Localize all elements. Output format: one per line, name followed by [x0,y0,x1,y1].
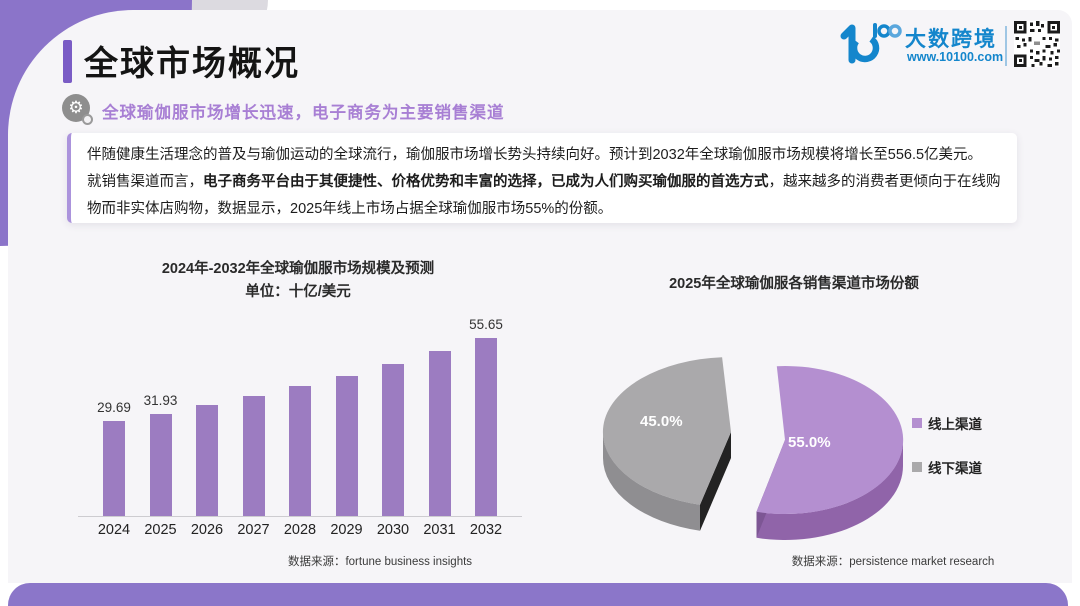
bar-chart-plot: 29.69 2024 31.93 2025 2026 2027 2028 2029 2030 20… [82,297,518,540]
brand-divider [1005,26,1007,66]
bar-year-label: 2028 [283,522,317,538]
bar [335,376,358,516]
bar [242,396,265,516]
bar-chart-title-line1: 2024年-2032年全球瑜伽服市场规模及预测 [161,261,435,277]
bar-value-label: 55.65 [469,317,503,332]
pie-chart-title: 2025年全球瑜伽服各销售渠道市场份额 [669,276,919,292]
pie-legend: 线上渠道 线下渠道 [912,413,982,501]
bar-column: 2027 [230,297,277,540]
bar-year-label: 2030 [376,522,410,538]
bar-chart-x-axis [78,516,522,517]
brand-name: 大数跨境 [905,28,997,51]
title-accent-bar [63,40,72,83]
gear-small-icon [82,114,93,125]
bar-column: 2026 [184,297,231,540]
bar-column: 29.69 2024 [91,297,138,540]
bar-year-label: 2024 [97,522,131,538]
bar-chart-title-line2: 单位：十亿/美元 [245,284,351,300]
intro-paragraph: 伴随健康生活理念的普及与瑜伽运动的全球流行，瑜伽服市场增长势头持续向好。预计到2… [67,133,1017,223]
legend-item-online: 线上渠道 [912,413,982,433]
pie-chart-source: 数据来源：persistence market research [791,556,995,568]
bar-column: 2030 [370,297,417,540]
pie-chart: 45.0% 55.0% [602,357,904,540]
legend-item-offline: 线下渠道 [912,457,982,477]
bar [149,414,172,516]
bar [289,386,311,516]
bar-year-label: 2025 [144,522,177,538]
bar [428,351,451,516]
section-subtitle: 全球瑜伽服市场增长迅速，电子商务为主要销售渠道 [102,104,505,122]
pie-slice-offline-cut [700,432,731,531]
qr-code [1014,21,1060,67]
pie-label-online: 55.0% [788,434,831,451]
bar-column: 31.93 2025 [137,297,184,540]
bar-year-label: 2032 [469,522,503,538]
bar-chart-source: 数据来源：fortune business insights [287,556,473,568]
legend-swatch-offline [912,462,922,472]
legend-label-online: 线上渠道 [928,417,982,432]
bar-column: 2029 [323,297,370,540]
intro-segment: ，越来越多的消费者更倾向于在线购物而非实体店购物，数据显示，2025年线上市场占… [87,174,1001,217]
bar [475,338,497,516]
intro-segment-bold: 电子商务平台由于其便捷性、价格优势和丰富的选择，已成为人们购买瑜伽服的首选方式 [203,174,769,190]
brand-logo-icon [840,23,902,64]
intro-segment: 伴随健康生活理念的普及与瑜伽运动的全球流行，瑜伽服市场增长势头持续向好。预计到2… [87,147,983,190]
bar [382,364,404,516]
bar-chart-title: 2024年-2032年全球瑜伽服市场规模及预测 单位：十亿/美元 [68,258,528,304]
bar-value-label: 31.93 [143,393,178,408]
bar-year-label: 2031 [423,522,456,538]
legend-label-offline: 线下渠道 [928,461,982,476]
bar-value-label: 29.69 [97,400,131,415]
content-card: 全球市场概况 ⚙ 全球瑜伽服市场增长迅速，电子商务为主要销售渠道 大数跨境 ww… [8,10,1072,583]
pie-slice-online-top [756,366,904,515]
bar-year-label: 2026 [190,522,224,538]
brand-site-url: www.10100.com [907,50,1004,64]
bar-column: 2028 [277,297,324,540]
bar-year-label: 2029 [330,522,363,538]
pie-slice-offline-side [603,432,700,531]
pie-slice-online-side [756,440,903,540]
bar [196,405,218,516]
page-title: 全球市场概况 [84,45,300,83]
bottom-decoration-bar [8,583,1068,606]
bar-column: 55.65 2032 [463,297,510,540]
legend-swatch-online [912,418,922,428]
bar-column: 2031 [416,297,463,540]
bar [103,421,125,516]
pie-slice-offline-top [602,357,731,505]
pie-label-offline: 45.0% [640,413,683,430]
bar-year-label: 2027 [237,522,270,538]
